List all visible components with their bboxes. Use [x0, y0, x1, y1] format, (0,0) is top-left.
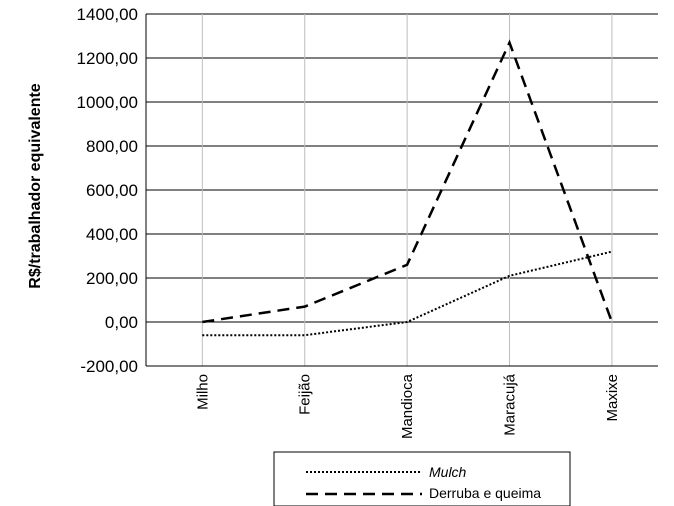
y-tick-label: 800,00: [86, 137, 138, 156]
y-tick-label: 1000,00: [77, 93, 138, 112]
series-line-derruba-e-queima: [202, 39, 614, 324]
x-tick-label: Maracujá: [502, 373, 519, 435]
x-tick-label: Milho: [194, 374, 211, 410]
y-tick-label: 1400,00: [77, 5, 138, 24]
vertical-gridlines: [201, 14, 613, 366]
y-tick-label: 600,00: [86, 181, 138, 200]
x-tick-label: Mandioca: [399, 373, 416, 439]
x-tick-label: Maxixe: [604, 374, 621, 422]
axes: [145, 14, 658, 367]
horizontal-gridlines: [146, 13, 658, 367]
y-tick-labels: 1400,00 1200,00 1000,00 800,00 600,00 400,00 2…: [77, 5, 138, 376]
legend-label-derruba: Derruba e queima: [429, 485, 541, 501]
legend-label-mulch: Mulch: [429, 464, 467, 480]
y-tick-label: 200,00: [86, 269, 138, 288]
series-line-mulch: [202, 250, 613, 337]
x-tick-label: Feijão: [297, 374, 314, 415]
series-lines: [202, 39, 614, 337]
x-tick-labels: Milho Feijão Mandioca Maracujá Maxixe: [194, 373, 621, 439]
y-tick-label: 400,00: [86, 225, 138, 244]
legend: Mulch Derruba e queima: [273, 451, 571, 506]
y-tick-label: 1200,00: [77, 49, 138, 68]
legend-box: [273, 451, 571, 506]
y-tick-label: 0,00: [105, 313, 138, 332]
y-tick-label: -200,00: [80, 357, 138, 376]
y-axis-label: R$/trabalhador equivalente: [27, 83, 44, 288]
